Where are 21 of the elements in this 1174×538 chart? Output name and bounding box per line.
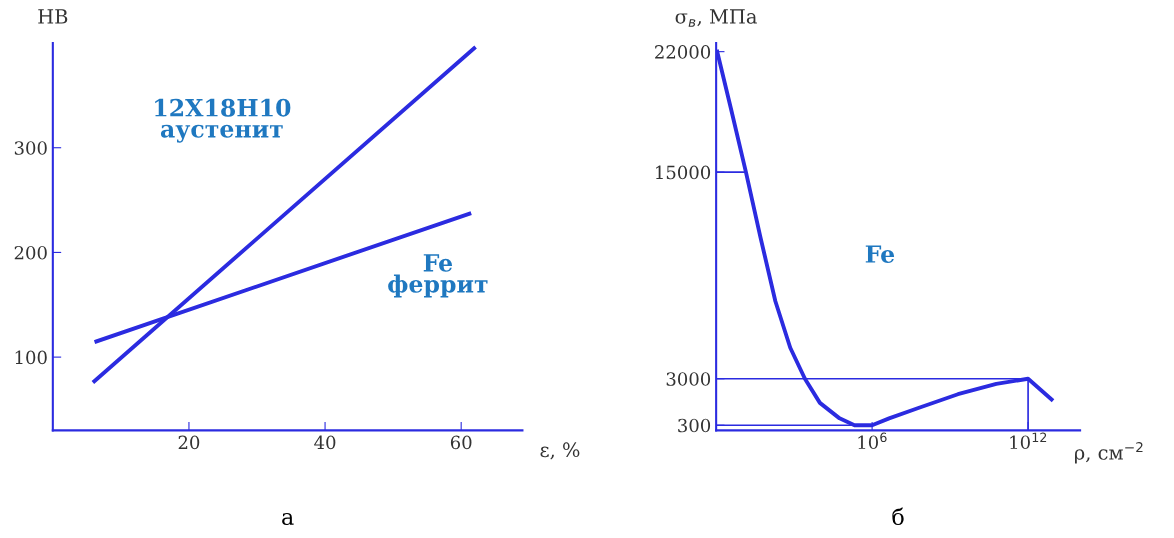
x-axis-title: ρ, см$^{−2}$	[1075, 442, 1143, 464]
x-tick-label: 20	[178, 435, 200, 450]
x-axis-title: ε, %	[540, 442, 580, 460]
text: а	[282, 512, 294, 526]
y-tick-label: 200	[14, 245, 47, 260]
x-tick-label: 40	[314, 435, 336, 450]
y-tick-label: 22000	[655, 45, 711, 59]
y-axis-title: σ$_{в}$, МПа	[675, 9, 757, 27]
y-tick-label: 300	[14, 141, 47, 155]
y-tick-label: 100	[15, 350, 47, 365]
y-tick-label: 300	[678, 418, 711, 433]
annotation: 12Х18Н10 аустенит	[155, 98, 291, 143]
x-tick-label: 60	[450, 435, 472, 450]
y-tick-label: 3000	[666, 372, 711, 386]
x-tick-label: 10$^{12}$	[1010, 432, 1047, 450]
annotation: Fe	[865, 245, 895, 263]
x-tick-label: 10$^{6}$	[858, 432, 887, 450]
text: б	[892, 507, 904, 526]
y-axis-title: HB	[38, 9, 68, 24]
y-tick-label: 15000	[656, 165, 711, 180]
annotation: Fe феррит	[388, 254, 488, 298]
